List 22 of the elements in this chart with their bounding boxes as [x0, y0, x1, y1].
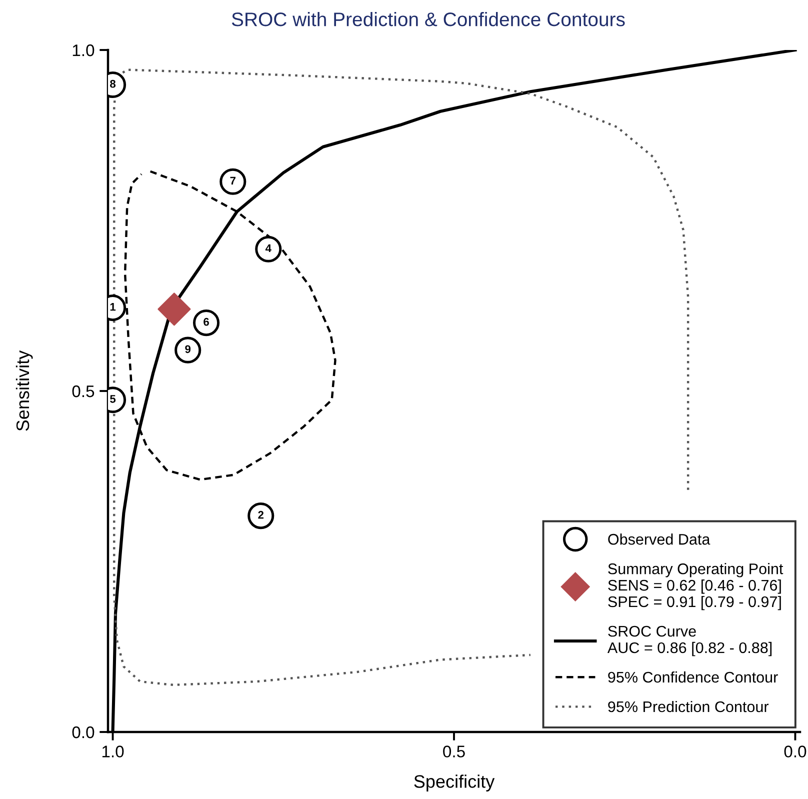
annotation: 7	[230, 176, 236, 184]
legend-label: 95% Confidence Contour	[608, 671, 778, 683]
annotation: 8	[110, 80, 116, 88]
y-tick-label: 0.0	[72, 726, 94, 738]
annotation: 4	[265, 244, 272, 252]
legend-label: Summary Operating Point SENS = 0.62 [0.46 - 0.76] SPEC = 0.91 [0.79 - 0.97]	[608, 563, 784, 610]
legend-label: 95% Prediction Contour	[608, 700, 769, 712]
x-axis-title: Specificity	[414, 774, 495, 792]
annotation: 5	[110, 395, 116, 403]
annotation: 9	[185, 345, 191, 354]
y-axis-title: Sensitivity	[16, 350, 33, 431]
x-tick-label: 0.5	[443, 746, 465, 758]
annotation: 2	[258, 510, 264, 519]
annotation: 6	[204, 318, 209, 326]
y-tick-label: 1.0	[72, 44, 94, 56]
chart-title: SROC with Prediction & Confidence Contours	[232, 12, 625, 26]
legend-label: SROC Curve AUC = 0.86 [0.82 - 0.88]	[607, 626, 772, 656]
x-tick-label: 1.0	[102, 746, 124, 758]
y-tick-label: 0.5	[72, 385, 94, 398]
x-tick-label: 0.0	[784, 746, 806, 758]
annotation: 1	[110, 303, 116, 311]
legend-label: Observed Data	[608, 534, 710, 545]
